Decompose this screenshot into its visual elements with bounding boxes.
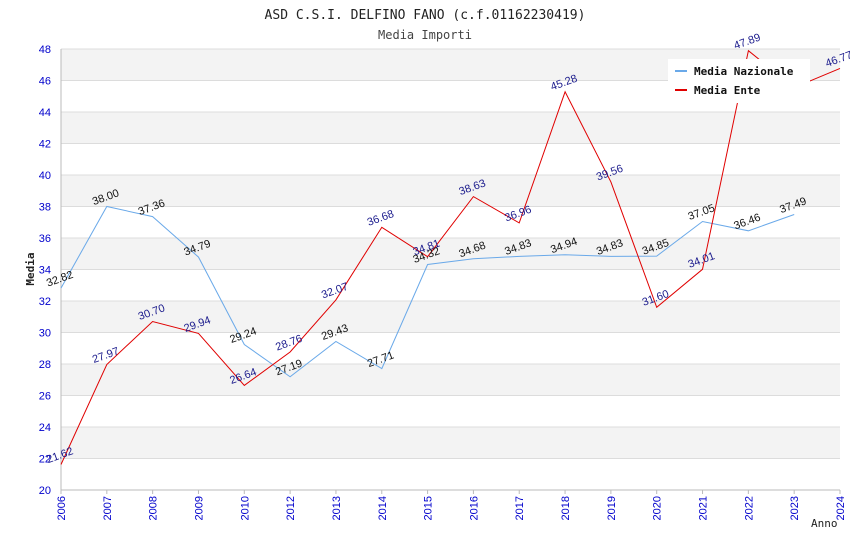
chart-title: ASD C.S.I. DELFINO FANO (c.f.01162230419…: [265, 8, 586, 23]
plot-band: [61, 301, 840, 333]
x-tick-label: 2017: [514, 496, 526, 520]
x-tick-label: 2008: [148, 496, 160, 520]
y-tick-label: 44: [39, 107, 51, 119]
x-tick-label: 2021: [698, 496, 710, 520]
y-tick-label: 32: [39, 296, 51, 308]
y-tick-label: 38: [39, 202, 51, 214]
data-label: 36.46: [732, 212, 762, 233]
y-tick-label: 46: [39, 76, 51, 88]
x-tick-label: 2014: [377, 496, 389, 520]
plot-band: [61, 238, 840, 270]
grid-lines: [61, 48, 840, 491]
y-tick-label: 48: [39, 44, 51, 56]
data-label: 36.68: [366, 208, 396, 229]
plot-background-bands: [61, 49, 840, 459]
x-tick-label: 2024: [835, 496, 847, 520]
x-tick-label: 2007: [102, 496, 114, 520]
legend-label: Media Ente: [694, 84, 761, 97]
y-tick-label: 20: [39, 485, 51, 497]
data-label: 21.62: [45, 445, 75, 466]
series-lines: [60, 49, 841, 465]
x-axis-label: Anno: [811, 517, 838, 530]
x-tick-label: 2019: [606, 496, 618, 520]
plot-band: [61, 175, 840, 207]
x-tick-label: 2020: [652, 496, 664, 520]
series-line-0: [60, 205, 795, 378]
y-tick-label: 40: [39, 170, 51, 182]
x-tick-label: 2015: [423, 496, 435, 520]
legend-box: [668, 59, 810, 103]
y-axis-label: Media: [24, 252, 37, 285]
x-tick-label: 2013: [331, 496, 343, 520]
series-line-1: [60, 49, 841, 465]
x-tick-label: 2012: [285, 496, 297, 520]
legend-label: Media Nazionale: [694, 65, 794, 78]
x-tick-label: 2022: [743, 496, 755, 520]
plot-band: [61, 427, 840, 459]
axes: [60, 49, 840, 491]
y-tick-label: 42: [39, 139, 51, 151]
plot-band: [61, 364, 840, 396]
legend: Media Nazionale Media Ente: [668, 59, 810, 103]
x-tick-label: 2009: [193, 496, 205, 520]
y-tick-label: 22: [39, 454, 51, 466]
y-tick-label: 28: [39, 359, 51, 371]
plot-band: [61, 112, 840, 144]
x-tick-label: 2023: [789, 496, 801, 520]
chart-subtitle: Media Importi: [378, 28, 472, 42]
y-tick-label: 26: [39, 391, 51, 403]
data-label: 27.97: [91, 345, 121, 366]
data-label: 28.76: [274, 333, 304, 354]
y-tick-label: 30: [39, 328, 51, 340]
x-tick-label: 2016: [468, 496, 480, 520]
x-axis-ticks: 2006 2007 2008 2009 2010 2012 2013 2014 2015 2016…: [56, 490, 847, 520]
y-axis-ticks: 20 22 24 26 28 30 32 34 36 38 40 42 44 46 48: [39, 44, 51, 497]
y-tick-label: 36: [39, 233, 51, 245]
x-tick-label: 2010: [239, 496, 251, 520]
x-tick-label: 2006: [56, 496, 68, 520]
x-tick-label: 2018: [560, 496, 572, 520]
y-tick-label: 34: [39, 265, 51, 277]
y-tick-label: 24: [39, 422, 51, 434]
data-label: 32.07: [320, 281, 350, 302]
